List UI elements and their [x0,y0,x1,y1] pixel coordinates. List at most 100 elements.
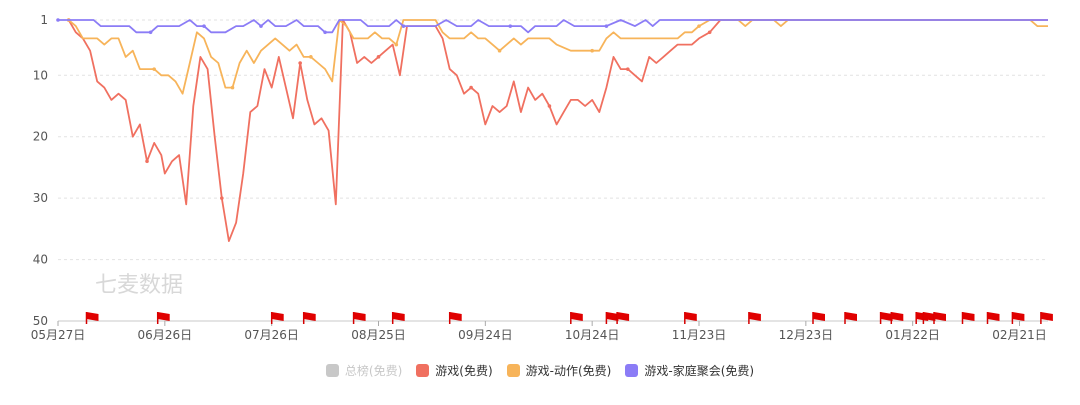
y-tick-label: 30 [33,191,48,205]
x-tick-label: 10月24日 [565,328,620,342]
event-flag-icon[interactable] [933,312,946,324]
flag-cloth [962,312,975,321]
flag-cloth [353,312,366,321]
event-flag-icon[interactable] [85,312,99,324]
flag-cloth [86,312,99,321]
series-line[interactable] [67,19,1048,242]
event-flag-icon[interactable] [302,312,316,324]
series-point[interactable] [625,67,630,71]
series-point[interactable] [394,42,399,47]
series-point[interactable] [220,196,224,200]
series-line[interactable] [68,19,1048,95]
flag-cloth [570,312,583,321]
flag-cloth [923,312,936,321]
event-flag-icon[interactable] [448,312,462,324]
series-point[interactable] [697,24,701,28]
grid-layer [58,19,1048,322]
series-point[interactable] [145,159,149,164]
legend-swatch [325,364,339,377]
series-point[interactable] [298,61,302,65]
legend-item[interactable]: 总榜(免费) [325,362,402,379]
watermark: 七麦数据 [95,273,183,298]
flag-cloth [392,312,405,321]
series-line[interactable] [58,19,1048,34]
event-flag-icon[interactable] [812,312,825,324]
flag-cloth [813,312,825,321]
x-tick-label: 07月26日 [244,328,299,342]
legend-label: 游戏-动作(免费) [525,364,612,378]
flag-cloth [606,312,619,321]
legend: 总榜(免费) 游戏(免费) 游戏-动作(免费) 游戏-家庭聚会(免费) [0,362,1080,379]
series-point[interactable] [376,55,381,59]
flag-cloth [1040,312,1053,321]
event-flag-icon[interactable] [684,312,697,324]
series-point[interactable] [707,30,712,35]
event-flag-icon[interactable] [890,312,904,324]
flag-cloth [449,312,462,321]
series-point[interactable] [604,24,609,28]
series-point[interactable] [309,55,313,59]
flag-cloth [271,312,284,321]
x-tick-label: 11月23日 [672,328,727,342]
flag-cloth [880,312,893,321]
series-point[interactable] [508,24,513,28]
flag-cloth [748,312,761,321]
series-point[interactable] [56,18,60,22]
legend-label: 游戏(免费) [435,364,493,378]
y-tick-label: 50 [33,314,48,328]
series-point[interactable] [401,24,406,28]
event-flag-icon[interactable] [1040,312,1053,324]
series-point[interactable] [148,30,153,35]
y-tick-label: 1 [40,13,48,27]
flag-layer[interactable] [85,312,1053,324]
series-layer[interactable] [56,18,1048,242]
event-flag-icon[interactable] [352,312,366,324]
series-point[interactable] [152,67,156,71]
event-flag-icon[interactable] [270,312,284,324]
series-point[interactable] [230,85,235,90]
event-flag-icon[interactable] [879,312,893,324]
series-point[interactable] [590,48,594,53]
event-flag-icon[interactable] [616,312,630,324]
flag-cloth [845,312,857,321]
event-flag-icon[interactable] [986,312,1000,324]
event-flag-icon[interactable] [1011,312,1025,324]
series-point[interactable] [547,104,552,108]
x-tick-label: 09月24日 [458,328,513,342]
legend-item[interactable]: 游戏(免费) [416,362,493,379]
series-point[interactable] [469,85,473,90]
flag-cloth [684,312,697,321]
series-point[interactable] [323,30,327,35]
legend-swatch [506,364,520,377]
event-flag-icon[interactable] [605,312,619,324]
x-tick-label: 01月22日 [885,328,940,342]
flag-cloth [1012,312,1025,321]
event-flag-icon[interactable] [391,312,405,324]
x-tick-label: 12月23日 [779,328,834,342]
flag-cloth [891,312,904,321]
x-tick-label: 06月26日 [138,328,193,342]
event-flag-icon[interactable] [961,312,975,324]
legend-item[interactable]: 游戏-家庭聚会(免费) [625,362,754,379]
event-flag-icon[interactable] [156,312,170,324]
series-point[interactable] [259,24,263,28]
flag-cloth [987,312,1000,321]
y-tick-label: 10 [33,68,48,82]
event-flag-icon[interactable] [748,312,761,324]
legend-swatch [416,364,430,377]
series-point[interactable] [497,48,502,53]
event-flag-icon[interactable] [570,312,583,324]
x-tick-label: 08月25日 [351,328,406,342]
flag-cloth [157,312,170,321]
flag-cloth [617,312,630,321]
y-tick-label: 20 [33,130,48,144]
event-flag-icon[interactable] [844,312,857,324]
event-flag-icon[interactable] [922,312,936,324]
legend-item[interactable]: 游戏-动作(免费) [506,362,612,379]
x-tick-label: 05月27日 [31,328,86,342]
x-tick-label: 02月21日 [992,328,1047,342]
series-point[interactable] [202,24,206,28]
